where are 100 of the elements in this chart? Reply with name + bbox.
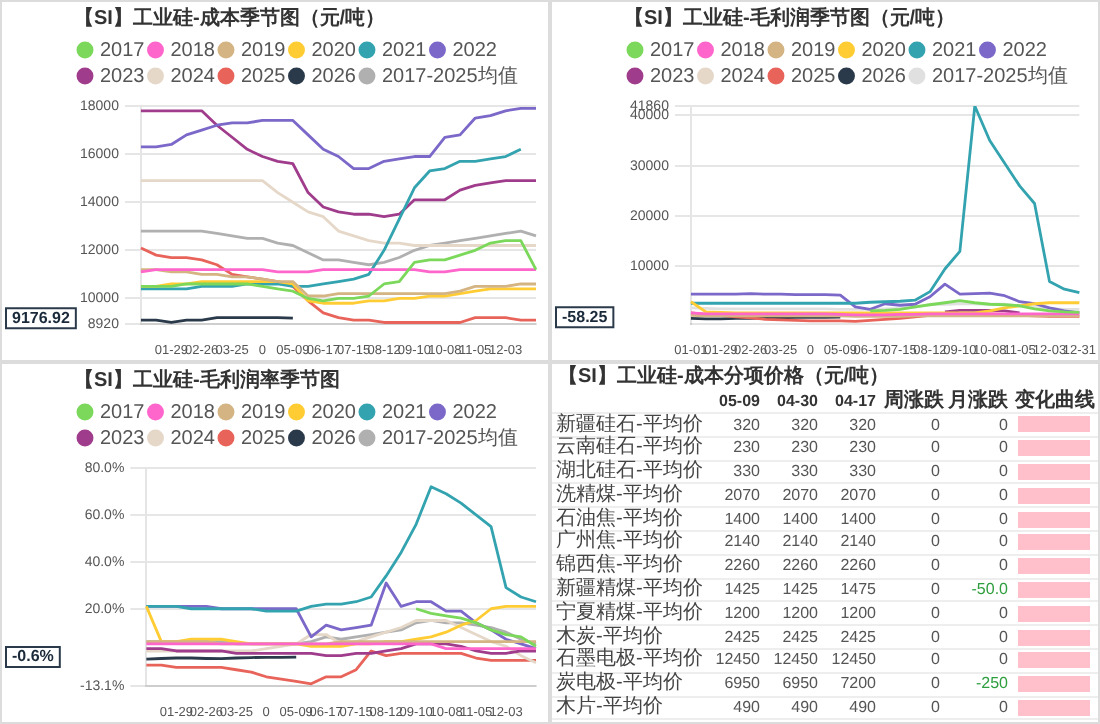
data-label: 0 bbox=[929, 413, 942, 437]
legend-label: 2023 bbox=[100, 427, 146, 450]
data-label: 320 bbox=[731, 413, 762, 437]
data-label: 0 bbox=[997, 554, 1010, 579]
chart-title: 【SI】工业硅-毛利润率季节图 bbox=[74, 367, 340, 392]
legend-label: 2017-2025均值 bbox=[381, 425, 518, 450]
legend-label: 2024 bbox=[720, 65, 766, 88]
legend-label: 2017 bbox=[100, 39, 146, 62]
data-label: 0 bbox=[929, 530, 942, 555]
legend-label: 2017 bbox=[100, 401, 146, 424]
data-label: 1425 bbox=[722, 578, 762, 602]
data-label: 2260 bbox=[780, 554, 820, 579]
text: -0.6% bbox=[12, 647, 54, 666]
legend-label: 2018 bbox=[170, 401, 216, 424]
data-label: 2140 bbox=[838, 530, 878, 555]
category-label: 锦西焦-平均价 bbox=[554, 554, 685, 577]
legend-label: 2024 bbox=[170, 65, 216, 88]
data-label: 0 bbox=[997, 601, 1010, 626]
data-label: 2425 bbox=[780, 625, 820, 649]
data-label: 230 bbox=[847, 436, 878, 461]
data-label: 230 bbox=[789, 436, 820, 461]
data-label: 320 bbox=[789, 413, 820, 437]
legend-label: 2025 bbox=[240, 65, 287, 88]
data-label: 1200 bbox=[722, 601, 762, 626]
legend-label: 2019 bbox=[790, 39, 837, 62]
data-label: 490 bbox=[789, 696, 820, 720]
data-label: 0 bbox=[997, 436, 1010, 461]
data-label: 0 bbox=[997, 648, 1010, 673]
data-label: 330 bbox=[731, 460, 762, 484]
category-label: 木片-平均价 bbox=[554, 696, 665, 720]
legend-label: 2021 bbox=[931, 39, 978, 62]
data-label: 230 bbox=[731, 436, 762, 461]
legend-label: 2026 bbox=[311, 65, 357, 88]
legend-label: 2023 bbox=[100, 65, 146, 88]
data-label: 0 bbox=[929, 460, 942, 484]
category-label: 广州焦-平均价 bbox=[554, 530, 685, 554]
legend-label: 2017-2025均值 bbox=[931, 63, 1068, 88]
data-label: 0 bbox=[997, 507, 1010, 531]
data-label: 0 bbox=[997, 460, 1010, 484]
data-label: 0 bbox=[997, 483, 1010, 508]
legend-label: 2024 bbox=[170, 427, 216, 450]
data-label: 490 bbox=[847, 696, 878, 720]
text: 月涨跌 bbox=[946, 389, 1010, 413]
legend-label: 2018 bbox=[170, 39, 216, 62]
category-label: 新疆硅石-平均价 bbox=[554, 413, 705, 435]
legend-label: 2025 bbox=[240, 427, 287, 450]
data-label: 2260 bbox=[838, 554, 878, 579]
data-label: 6950 bbox=[780, 672, 820, 697]
data-label: 2140 bbox=[780, 530, 820, 555]
series-label: 05-09 bbox=[717, 389, 762, 413]
legend-label: 2026 bbox=[861, 65, 907, 88]
data-label: 1200 bbox=[780, 601, 820, 626]
legend-label: 2020 bbox=[311, 401, 357, 424]
data-label: 330 bbox=[789, 460, 820, 484]
data-label: 0 bbox=[997, 413, 1010, 437]
data-label: 1475 bbox=[838, 578, 878, 602]
legend-label: 2019 bbox=[240, 401, 287, 424]
data-label: 6950 bbox=[722, 672, 762, 697]
data-label: 7200 bbox=[838, 672, 878, 697]
data-label: 490 bbox=[731, 696, 762, 720]
data-label: 0 bbox=[997, 530, 1010, 555]
data-label: 2425 bbox=[722, 625, 762, 649]
legend-label: 2019 bbox=[240, 39, 287, 62]
legend-label: 2020 bbox=[861, 39, 907, 62]
data-label: 0 bbox=[929, 554, 942, 579]
legend-label: 2021 bbox=[381, 401, 428, 424]
data-label: 1200 bbox=[838, 601, 878, 626]
data-label: 2425 bbox=[838, 625, 878, 649]
text: 04-30 bbox=[775, 389, 820, 413]
category-label: 宁夏精煤-平均价 bbox=[554, 601, 705, 625]
data-label: 0 bbox=[929, 625, 942, 649]
legend-label: 2022 bbox=[452, 39, 498, 62]
data-label: 330 bbox=[847, 460, 878, 484]
legend-label: 2022 bbox=[452, 401, 498, 424]
data-label: 1400 bbox=[838, 507, 878, 531]
data-label: 1425 bbox=[780, 578, 820, 602]
data-label: 1400 bbox=[780, 507, 820, 531]
data-label: 2260 bbox=[722, 554, 762, 579]
data-label: 0 bbox=[929, 578, 942, 602]
data-label: -250 bbox=[973, 672, 1010, 697]
data-label: 0 bbox=[929, 483, 942, 508]
data-label: 0 bbox=[929, 648, 942, 673]
data-label: -50.0 bbox=[969, 578, 1010, 602]
legend-label: 2023 bbox=[650, 65, 696, 88]
chart-title: 【SI】工业硅-成本季节图（元/吨） bbox=[74, 5, 386, 30]
text: 变化曲线 bbox=[1015, 389, 1095, 412]
category-label: 木炭-平均价 bbox=[554, 625, 665, 648]
category-label: 炭电极-平均价 bbox=[554, 672, 685, 695]
legend-label: 2020 bbox=[311, 39, 357, 62]
category-label: 石墨电极-平均价 bbox=[554, 648, 705, 671]
data-label: 2070 bbox=[722, 483, 762, 508]
category-label: 石油焦-平均价 bbox=[554, 507, 685, 530]
data-label: 0 bbox=[929, 601, 942, 626]
data-label: 0 bbox=[997, 625, 1010, 649]
data-label: 2140 bbox=[722, 530, 762, 555]
category-label: 新疆精煤-平均价 bbox=[554, 578, 705, 601]
text: -58.25 bbox=[562, 307, 609, 326]
text: 周涨跌 bbox=[882, 389, 944, 413]
legend-label: 2018 bbox=[720, 39, 766, 62]
data-label: 1400 bbox=[722, 507, 762, 531]
